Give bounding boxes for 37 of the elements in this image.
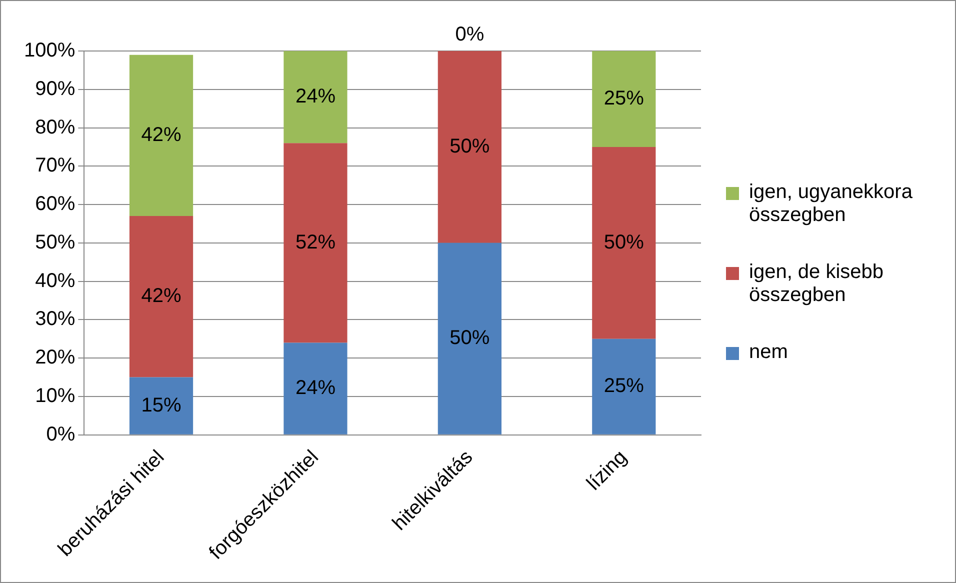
legend-label: igen, de kisebb összegben	[749, 261, 885, 307]
data-label: 24%	[295, 377, 336, 400]
y-tick-label: 0%	[46, 423, 76, 446]
data-label: 50%	[450, 135, 490, 158]
bar	[284, 342, 348, 434]
data-label: 50%	[450, 327, 490, 350]
legend-label: igen, ugyanekkora összegben	[749, 181, 914, 227]
y-tick-label: 80%	[35, 116, 76, 138]
data-label: 0%	[455, 24, 484, 46]
bar	[592, 146, 656, 339]
data-label: 42%	[141, 124, 182, 146]
bar	[284, 51, 348, 144]
y-tick-label: 60%	[35, 193, 76, 216]
bar	[129, 216, 194, 378]
bar	[438, 242, 502, 434]
y-tick-label: 50%	[35, 231, 76, 254]
bar	[438, 51, 502, 243]
data-label: 50%	[604, 231, 644, 254]
y-tick-label: 10%	[35, 384, 76, 407]
data-label: 25%	[604, 87, 644, 110]
bar	[129, 54, 194, 216]
y-tick-label: 90%	[35, 78, 76, 100]
data-label: 52%	[295, 231, 336, 254]
data-label: 25%	[604, 375, 644, 398]
bar	[592, 51, 656, 147]
bar	[284, 143, 348, 343]
bar	[592, 338, 656, 434]
data-label: 42%	[141, 285, 182, 308]
data-label: 24%	[295, 86, 336, 108]
legend-label: nem	[749, 341, 788, 364]
data-label: 15%	[141, 394, 182, 416]
y-tick-label: 70%	[35, 154, 76, 177]
bar	[129, 377, 194, 434]
y-tick-label: 100%	[24, 40, 76, 62]
y-tick-label: 40%	[35, 270, 76, 292]
y-tick-label: 30%	[35, 308, 76, 330]
y-tick-label: 20%	[35, 346, 76, 369]
